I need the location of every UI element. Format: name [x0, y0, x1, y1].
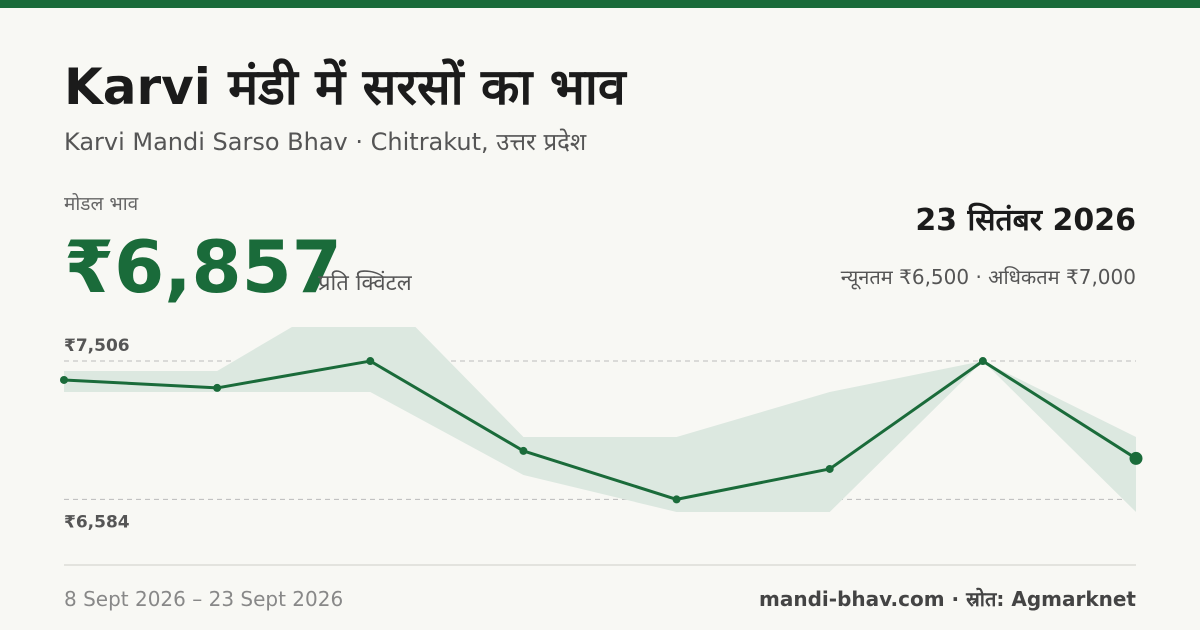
source: mandi-bhav.com · स्रोत: Agmarknet	[759, 587, 1136, 611]
price-line	[63, 359, 1137, 501]
plot: ₹6,584 ₹7,506	[60, 327, 1143, 532]
point	[213, 383, 222, 392]
y-tick-label: ₹7,506	[64, 336, 130, 356]
range-band	[64, 327, 1136, 512]
price-range: न्यूनतम ₹6,500 · अधिकतम ₹7,000	[841, 265, 1136, 290]
subtitle: Karvi Mandi Sarso Bhav · Chitrakut, उत्त…	[64, 128, 587, 156]
point	[978, 357, 987, 366]
point	[60, 375, 68, 384]
title: Karvi मंडी में सरसों का भाव	[64, 58, 628, 116]
point	[672, 495, 681, 504]
y-tick-label: ₹6,584	[64, 512, 130, 532]
point	[519, 446, 528, 455]
date-range: 8 Sept 2026 – 23 Sept 2026	[64, 587, 343, 611]
point	[366, 357, 375, 366]
price-label: मोडल भाव	[64, 192, 139, 215]
price-unit: प्रति क्विंटल	[318, 270, 413, 296]
top-bar	[0, 0, 1200, 8]
date: 23 सितंबर 2026	[915, 202, 1136, 238]
price: ₹6,857	[64, 225, 342, 309]
point	[1129, 451, 1143, 465]
point	[825, 464, 834, 473]
